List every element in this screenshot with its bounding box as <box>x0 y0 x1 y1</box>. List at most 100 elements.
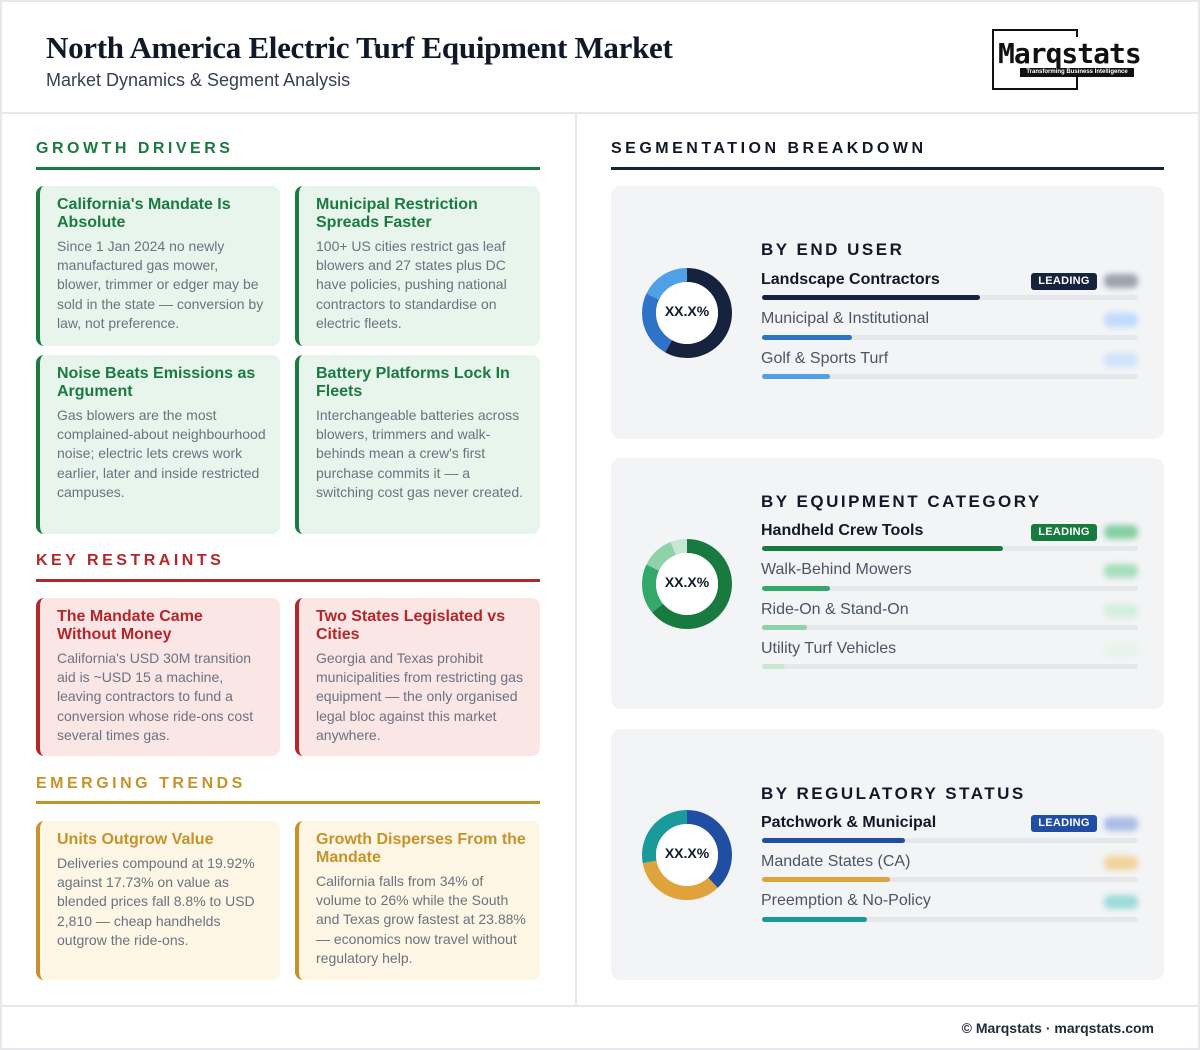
restraint-card-title: The Mandate Came Without Money <box>57 608 203 643</box>
blurred-value <box>1104 564 1138 578</box>
donut-slice-2 <box>642 810 732 900</box>
driver-card-title: Battery Platforms Lock In Fleets <box>316 365 510 400</box>
segment-bar-fill <box>762 917 867 922</box>
restraint-card: The Mandate Came Without Money Californi… <box>36 598 280 756</box>
blurred-value <box>1104 604 1138 618</box>
growth-drivers-heading: GROWTH DRIVERS <box>36 140 234 157</box>
donut-slice-0 <box>642 268 732 358</box>
page-subtitle: Market Dynamics & Segment Analysis <box>46 70 351 90</box>
donut-slice-1 <box>642 810 732 900</box>
donut-hole <box>656 282 718 344</box>
blurred-value <box>1104 274 1138 288</box>
driver-card-body: Since 1 Jan 2024 no newly manufactured g… <box>57 238 264 331</box>
segment-bar-fill <box>762 625 807 630</box>
segment-bar-track <box>762 838 1138 843</box>
segment-bar-track <box>762 664 1138 669</box>
segment-row-label: Walk-Behind Mowers <box>761 561 912 578</box>
segmentation-rule <box>611 167 1164 170</box>
trend-card-title: Growth Disperses From the Mandate <box>316 831 526 866</box>
segmentation-heading: SEGMENTATION BREAKDOWN <box>611 140 927 157</box>
segment-row-label: Utility Turf Vehicles <box>761 640 897 657</box>
donut-hole <box>656 553 718 615</box>
driver-card-body: Interchangeable batteries across blowers… <box>316 407 523 500</box>
header: North America Electric Turf Equipment Ma… <box>0 0 1200 114</box>
segment-bar-fill <box>762 295 980 300</box>
panel-title: BY END USER <box>761 240 905 259</box>
segment-bar-track <box>762 586 1138 591</box>
trend-card-body: California falls from 34% of volume to 2… <box>316 873 526 966</box>
driver-card: Noise Beats Emissions as Argument Gas bl… <box>36 355 280 534</box>
segment-bar-fill <box>762 586 830 591</box>
segment-bar-track <box>762 625 1138 630</box>
segment-bar-fill <box>762 335 852 340</box>
segment-bar-fill <box>762 664 785 669</box>
segment-row-label: Landscape Contractors <box>761 271 940 288</box>
donut-hole <box>656 824 718 886</box>
leading-badge: LEADING <box>1031 273 1097 290</box>
emerging-trends-heading: EMERGING TRENDS <box>36 775 246 792</box>
driver-card-title: Municipal Restriction Spreads Faster <box>316 196 478 231</box>
column-divider <box>575 114 577 1005</box>
driver-card-title: California's Mandate Is Absolute <box>57 196 231 231</box>
segment-bar-track <box>762 917 1138 922</box>
segment-panel-regulatory: XX.X% BY REGULATORY STATUS Patchwork & M… <box>611 729 1164 980</box>
page-title: North America Electric Turf Equipment Ma… <box>46 30 673 65</box>
donut-slice-3 <box>642 539 732 629</box>
donut-slice-1 <box>642 268 732 358</box>
key-restraints-heading: KEY RESTRAINTS <box>36 552 225 569</box>
segment-bar-fill <box>762 877 890 882</box>
segment-bar-track <box>762 877 1138 882</box>
donut-chart <box>642 810 732 900</box>
segment-bar-fill <box>762 374 830 379</box>
segment-bar-track <box>762 546 1138 551</box>
segment-row-label: Municipal & Institutional <box>761 310 930 327</box>
segment-bar-track <box>762 295 1138 300</box>
footer-credit: © Marqstats · marqstats.com <box>961 1020 1154 1036</box>
segment-bar-fill <box>762 838 905 843</box>
leading-badge: LEADING <box>1031 524 1097 541</box>
trend-card-title: Units Outgrow Value <box>57 831 214 848</box>
restraint-card-body: California's USD 30M transition aid is ~… <box>57 650 254 743</box>
emerging-trends-rule <box>36 801 540 804</box>
trend-card: Units Outgrow Value Deliveries compound … <box>36 821 280 980</box>
restraint-card-body: Georgia and Texas prohibit municipalitie… <box>316 650 523 743</box>
blurred-value <box>1104 353 1138 367</box>
key-restraints-rule <box>36 579 540 582</box>
donut-chart <box>642 268 732 358</box>
segment-panel-equipment: XX.X% BY EQUIPMENT CATEGORY Handheld Cre… <box>611 458 1164 709</box>
leading-badge: LEADING <box>1031 815 1097 832</box>
segment-row-label: Golf & Sports Turf <box>761 350 889 367</box>
blurred-value <box>1104 817 1138 831</box>
driver-card-body: Gas blowers are the most complained-abou… <box>57 407 266 500</box>
segment-row-label: Mandate States (CA) <box>761 853 911 870</box>
blurred-value <box>1104 313 1138 327</box>
restraint-card-title: Two States Legislated vs Cities <box>316 608 506 643</box>
blurred-value <box>1104 856 1138 870</box>
segment-row-label: Preemption & No-Policy <box>761 892 931 909</box>
segment-panel-end-user: XX.X% BY END USER Landscape Contractors … <box>611 186 1164 439</box>
driver-card: Municipal Restriction Spreads Faster 100… <box>295 186 540 346</box>
trend-card-body: Deliveries compound at 19.92% against 17… <box>57 855 255 948</box>
panel-title: BY REGULATORY STATUS <box>761 784 1026 803</box>
panel-title: BY EQUIPMENT CATEGORY <box>761 492 1042 511</box>
driver-card-title: Noise Beats Emissions as Argument <box>57 365 256 400</box>
footer-divider <box>0 1005 1200 1007</box>
driver-card: California's Mandate Is Absolute Since 1… <box>36 186 280 346</box>
segment-bar-fill <box>762 546 1003 551</box>
donut-center-label: XX.X% <box>664 303 710 319</box>
donut-chart <box>642 539 732 629</box>
blurred-value <box>1104 525 1138 539</box>
segment-row-label: Patchwork & Municipal <box>761 814 937 831</box>
segment-bar-track <box>762 335 1138 340</box>
blurred-value <box>1104 643 1138 657</box>
logo-tagline: Transforming Business Intelligence <box>1020 68 1134 77</box>
donut-slice-1 <box>642 539 732 629</box>
driver-card: Battery Platforms Lock In Fleets Interch… <box>295 355 540 534</box>
growth-drivers-rule <box>36 167 540 170</box>
driver-card-body: 100+ US cities restrict gas leaf blowers… <box>316 238 507 331</box>
segment-bar-track <box>762 374 1138 379</box>
donut-center-label: XX.X% <box>664 845 710 861</box>
donut-center-label: XX.X% <box>664 574 710 590</box>
trend-card: Growth Disperses From the Mandate Califo… <box>295 821 540 980</box>
